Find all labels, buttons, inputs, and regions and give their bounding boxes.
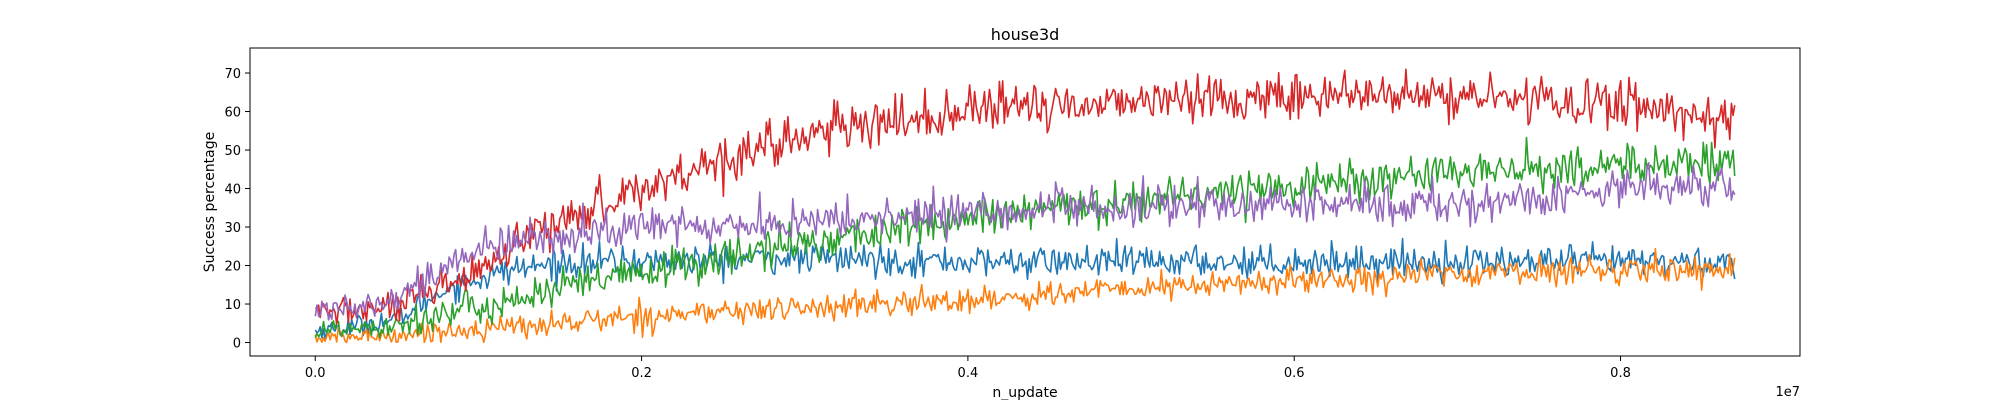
y-axis-label: Success percentage xyxy=(202,132,218,273)
y-tick-label: 10 xyxy=(224,298,241,313)
x-tick-label: 0.0 xyxy=(305,366,326,381)
x-axis-label: n_update xyxy=(992,385,1057,400)
series-layer xyxy=(314,68,1736,344)
y-tick-label: 40 xyxy=(224,183,241,198)
series-line-5 xyxy=(314,162,1736,321)
series-line-1 xyxy=(314,237,1736,341)
x-tick-label: 0.8 xyxy=(1610,366,1631,381)
x-tick-label: 0.2 xyxy=(631,366,652,381)
y-tick-label: 60 xyxy=(224,106,241,121)
y-tick-label: 70 xyxy=(224,67,241,82)
x-tick-label: 0.6 xyxy=(1284,366,1305,381)
series-line-2 xyxy=(314,248,1736,344)
series-line-4 xyxy=(315,68,1736,326)
y-tick-label: 30 xyxy=(224,221,241,236)
x-axis: 0.0 0.2 0.4 0.6 0.8 xyxy=(305,356,1631,381)
chart-title: house3d xyxy=(991,25,1060,44)
y-tick-label: 20 xyxy=(224,260,241,275)
y-axis: 0 10 20 30 40 50 60 70 xyxy=(224,67,250,352)
x-tick-label: 0.4 xyxy=(958,366,979,381)
plot-frame xyxy=(249,47,1801,357)
y-tick-label: 0 xyxy=(233,337,241,352)
series-line-3 xyxy=(314,136,1736,339)
x-axis-offset-text: 1e7 xyxy=(1775,385,1800,400)
y-tick-label: 50 xyxy=(224,144,241,159)
